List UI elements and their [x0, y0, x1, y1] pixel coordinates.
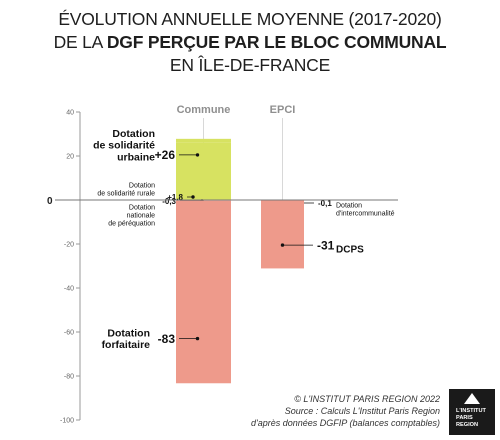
institut-logo: L'INSTITUT PARIS REGION — [449, 389, 495, 435]
source-line-2: d'après données DGFIP (balances comptabl… — [251, 418, 440, 428]
logo-mark-icon — [464, 393, 480, 404]
series-name-label: de solidarité — [93, 140, 155, 152]
chart-title-line2-prefix: DE LA — [53, 32, 107, 52]
logo-line-1: L'INSTITUT — [456, 408, 486, 414]
series-name-label: Dotation — [107, 327, 150, 339]
y-tick-label: 20 — [66, 154, 74, 161]
y-tick-label: 40 — [66, 110, 74, 117]
bar-segment — [176, 142, 231, 200]
series-name-label: Dotation — [129, 183, 155, 190]
data-label: -83 — [158, 332, 176, 346]
series-name-label: de solidarité rurale — [97, 190, 155, 197]
series-name-label: Dotation — [129, 205, 155, 212]
series-name-label: Dotation — [112, 128, 155, 140]
series-name-label: urbaine — [117, 151, 155, 163]
y-tick-label: -80 — [64, 374, 74, 381]
data-label: -0,1 — [318, 199, 332, 208]
series-name-label: DCPS — [336, 245, 364, 256]
y-tick-label: -20 — [64, 242, 74, 249]
series-name-label: nationale — [127, 212, 156, 219]
bar-segment — [261, 200, 304, 269]
source-line-1: Source : Calculs L'Institut Paris Region — [284, 406, 440, 416]
category-label-commune: Commune — [177, 104, 231, 116]
series-name-label: de péréquation — [108, 220, 155, 227]
data-label: -31 — [317, 238, 335, 252]
bar-segment — [176, 138, 231, 143]
y-tick-label: -40 — [64, 286, 74, 293]
series-name-label: Dotation — [336, 203, 362, 210]
chart-title-line2-bold: DGF PERÇUE PAR LE BLOC COMMUNAL — [106, 32, 447, 52]
category-label-epci: EPCI — [270, 104, 296, 116]
y-tick-label: -100 — [60, 418, 74, 425]
series-name-label: forfaitaire — [102, 339, 151, 351]
data-label: -0,3 — [162, 197, 176, 206]
series-name-label: d'intercommunalité — [336, 210, 395, 217]
data-label: +26 — [155, 148, 176, 162]
bar-segment — [176, 200, 231, 384]
chart-title-line1: ÉVOLUTION ANNUELLE MOYENNE (2017-2020) — [58, 9, 442, 29]
logo-line-3: REGION — [456, 422, 479, 428]
data-label: +1,8 — [167, 193, 183, 202]
y-tick-label: -60 — [64, 330, 74, 337]
copyright-text: © L'INSTITUT PARIS REGION 2022 — [294, 394, 440, 404]
y-tick-label-zero: 0 — [47, 196, 53, 207]
chart-title-line2: DE LA DGF PERÇUE PAR LE BLOC COMMUNAL — [0, 31, 500, 54]
logo-line-2: PARIS — [456, 415, 473, 421]
chart-title-line3: EN ÎLE-DE-FRANCE — [169, 55, 331, 75]
